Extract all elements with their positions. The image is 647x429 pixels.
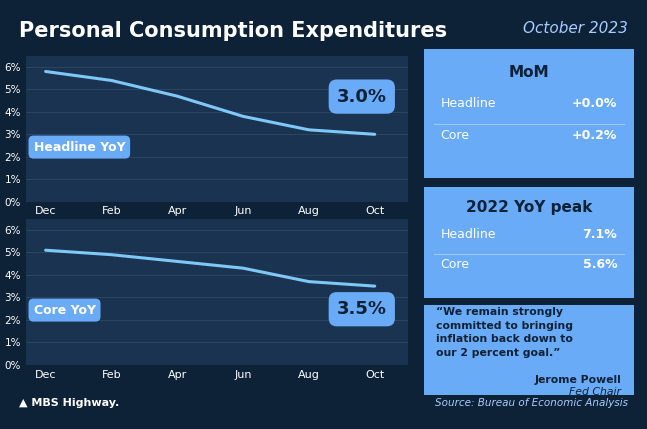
Text: Core: Core	[441, 129, 470, 142]
Text: October 2023: October 2023	[523, 21, 628, 36]
Text: 2022 YoY peak: 2022 YoY peak	[466, 200, 592, 215]
Text: 7.1%: 7.1%	[582, 228, 617, 241]
Text: Headline: Headline	[441, 97, 496, 110]
Text: +0.2%: +0.2%	[572, 129, 617, 142]
Text: Headline YoY: Headline YoY	[34, 141, 125, 154]
Text: Fed Chair: Fed Chair	[569, 387, 621, 398]
Text: 3.5%: 3.5%	[337, 300, 387, 318]
Text: 5.6%: 5.6%	[582, 258, 617, 271]
Text: Source: Bureau of Economic Analysis: Source: Bureau of Economic Analysis	[435, 398, 628, 408]
Text: Headline: Headline	[441, 228, 496, 241]
Text: MoM: MoM	[509, 65, 549, 80]
Text: “We remain strongly
committed to bringing
inflation back down to
our 2 percent g: “We remain strongly committed to bringin…	[436, 307, 573, 358]
Text: Core: Core	[441, 258, 470, 271]
Text: ▲ MBS Highway.: ▲ MBS Highway.	[19, 398, 120, 408]
Text: Core YoY: Core YoY	[34, 304, 96, 317]
Text: 3.0%: 3.0%	[337, 88, 387, 106]
Text: +0.0%: +0.0%	[572, 97, 617, 110]
Text: Personal Consumption Expenditures: Personal Consumption Expenditures	[19, 21, 448, 42]
Text: Jerome Powell: Jerome Powell	[534, 375, 621, 385]
